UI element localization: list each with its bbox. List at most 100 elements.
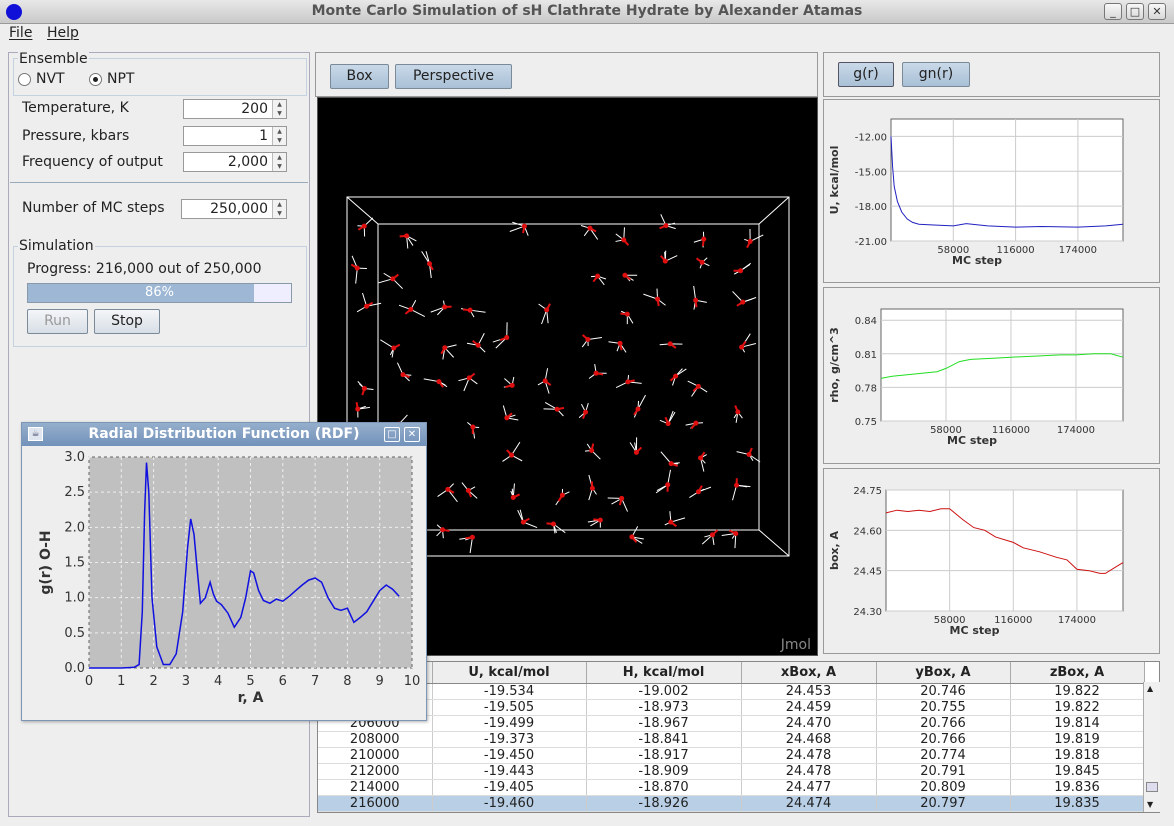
menu-help[interactable]: Help	[47, 25, 79, 41]
rdf-maximize-icon[interactable]: □	[384, 427, 400, 442]
table-cell: 20.746	[876, 683, 1011, 700]
spinner-arrows-icon[interactable]: ▲ ▼	[272, 153, 286, 171]
close-button[interactable]: ✕	[1148, 3, 1166, 20]
oh-bond	[631, 536, 638, 543]
oh-bond	[697, 485, 703, 493]
molecule-canvas[interactable]	[318, 98, 819, 657]
table-scrollbar[interactable]: ▲ ▼	[1143, 682, 1160, 812]
oh-bond	[465, 536, 473, 540]
spinner-arrows-icon[interactable]: ▲ ▼	[272, 127, 286, 145]
perspective-button[interactable]: Perspective	[395, 64, 512, 89]
oh-bond	[463, 308, 471, 312]
x-axis-label: MC step	[950, 624, 1000, 637]
app-icon	[6, 4, 22, 20]
x-tick-label: 5	[246, 674, 254, 689]
oh-bond	[656, 298, 660, 307]
x-tick-label: 3	[182, 674, 190, 689]
run-button[interactable]: Run	[27, 309, 88, 334]
col-header-xbox[interactable]: xBox, A	[741, 662, 877, 684]
box-chart-panel: 58000 116000 174000 24.75 24.60 24.45 24.30 MC …	[823, 468, 1160, 654]
npt-label: NPT	[107, 71, 135, 87]
rdf-window[interactable]: ☕ Radial Distribution Function (RDF) □ ✕…	[21, 422, 427, 721]
y-tick-label: 3.0	[64, 450, 85, 465]
table-cell: 19.822	[1010, 699, 1145, 716]
hydrogen-bond	[660, 451, 672, 464]
table-row[interactable]: 206000 -19.499 -18.967 24.470 20.766 19.814	[318, 715, 1145, 732]
oh-bond	[506, 449, 513, 456]
maximize-button[interactable]: □	[1126, 3, 1144, 20]
hydrogen-bond	[541, 309, 548, 325]
table-row[interactable]: 214000 -19.405 -18.870 24.477 20.809 19.836	[318, 779, 1145, 796]
oh-bond	[512, 493, 521, 499]
x-tick-label: 2	[149, 674, 157, 689]
col-header-ybox[interactable]: yBox, A	[876, 662, 1011, 684]
gr-button[interactable]: g(r)	[838, 62, 894, 87]
oh-bond	[556, 406, 565, 411]
y-axis-label: box, A	[828, 530, 841, 570]
hydrogen-bond	[509, 225, 525, 232]
table-row[interactable]: 216000 -19.460 -18.926 24.474 20.797 19.835	[318, 795, 1145, 812]
x-axis-label: r, A	[238, 690, 264, 706]
npt-radio[interactable]	[89, 73, 102, 86]
rdf-title-bar[interactable]: ☕ Radial Distribution Function (RDF) □ ✕	[22, 423, 426, 446]
spinner-arrows-icon[interactable]: ▲ ▼	[272, 100, 286, 118]
scroll-up-icon[interactable]: ▲	[1147, 684, 1154, 693]
oh-bond	[694, 300, 698, 308]
gnr-button[interactable]: gn(r)	[902, 62, 970, 87]
table-cell: -18.967	[586, 715, 742, 732]
energy-chart-panel: 58000 116000 174000 -12.00 -15.00 -18.00 -21.0…	[823, 99, 1160, 283]
menu-file[interactable]: File	[9, 25, 33, 41]
scroll-thumb[interactable]	[1146, 782, 1158, 792]
progress-percent: 86%	[145, 285, 174, 300]
oxygen-atom	[624, 311, 630, 317]
density-chart-panel: 58000 116000 174000 0.84 0.81 0.78 0.75 MC step…	[823, 287, 1160, 464]
table-row[interactable]: 208000 -19.373 -18.841 24.468 20.766 19.819	[318, 731, 1145, 748]
spinner-arrows-icon[interactable]: ▲ ▼	[272, 200, 286, 218]
y-tick-label: 0.0	[64, 661, 85, 676]
table-row[interactable]: -19.505 -18.973 24.459 20.755 19.822	[318, 699, 1145, 716]
table-row[interactable]: -19.534 -19.002 24.453 20.746 19.822	[318, 683, 1145, 700]
results-table[interactable]: U, kcal/mol H, kcal/mol xBox, A yBox, A …	[317, 661, 1160, 813]
oh-bond	[590, 443, 595, 451]
y-axis-label: rho, g/cm^3	[828, 327, 841, 403]
stop-button[interactable]: Stop	[94, 309, 160, 334]
x-tick-label: 116000	[996, 245, 1034, 256]
table-cell: 20.774	[876, 747, 1011, 764]
col-header-u[interactable]: U, kcal/mol	[432, 662, 587, 684]
x-tick-label: 174000	[1058, 615, 1096, 626]
table-cell: 210000	[318, 747, 433, 764]
rdf-close-icon[interactable]: ✕	[404, 427, 420, 442]
series-line	[89, 462, 400, 669]
minimize-button[interactable]: _	[1104, 3, 1122, 20]
box-button[interactable]: Box	[330, 64, 389, 89]
y-tick-label: 0.84	[855, 316, 877, 327]
table-row[interactable]: 212000 -19.443 -18.909 24.478 20.791 19.845	[318, 763, 1145, 780]
oxygen-atom	[404, 233, 410, 239]
oh-bond	[557, 494, 564, 502]
nvt-radio[interactable]	[18, 73, 31, 86]
water-molecules	[345, 214, 764, 554]
table-cell: -18.926	[586, 795, 742, 812]
table-cell: 19.822	[1010, 683, 1145, 700]
steps-value: 250,000	[210, 201, 268, 217]
oh-bond	[590, 481, 594, 489]
simulation-group	[13, 246, 307, 347]
col-header-zbox[interactable]: zBox, A	[1010, 662, 1145, 684]
y-tick-label: -18.00	[855, 202, 887, 213]
table-cell: 216000	[318, 795, 433, 812]
steps-spinner[interactable]: 250,000 ▲ ▼	[181, 199, 287, 219]
frequency-spinner[interactable]: 2,000 ▲ ▼	[183, 152, 287, 172]
scroll-down-icon[interactable]: ▼	[1147, 800, 1154, 809]
col-header-h[interactable]: H, kcal/mol	[586, 662, 742, 684]
ensemble-group	[13, 58, 307, 96]
temperature-spinner[interactable]: 200 ▲ ▼	[183, 99, 287, 119]
pressure-spinner[interactable]: 1 ▲ ▼	[183, 126, 287, 146]
table-cell: -19.450	[432, 747, 587, 764]
table-row[interactable]: 210000 -19.450 -18.917 24.478 20.774 19.818	[318, 747, 1145, 764]
oh-bond	[438, 380, 444, 388]
table-cell: 20.766	[876, 715, 1011, 732]
hydrogen-bond	[637, 394, 646, 410]
oh-bond	[393, 343, 401, 349]
table-cell: 19.819	[1010, 731, 1145, 748]
density-chart: 58000 116000 174000 0.84 0.81 0.78 0.75 MC step…	[828, 308, 1124, 447]
